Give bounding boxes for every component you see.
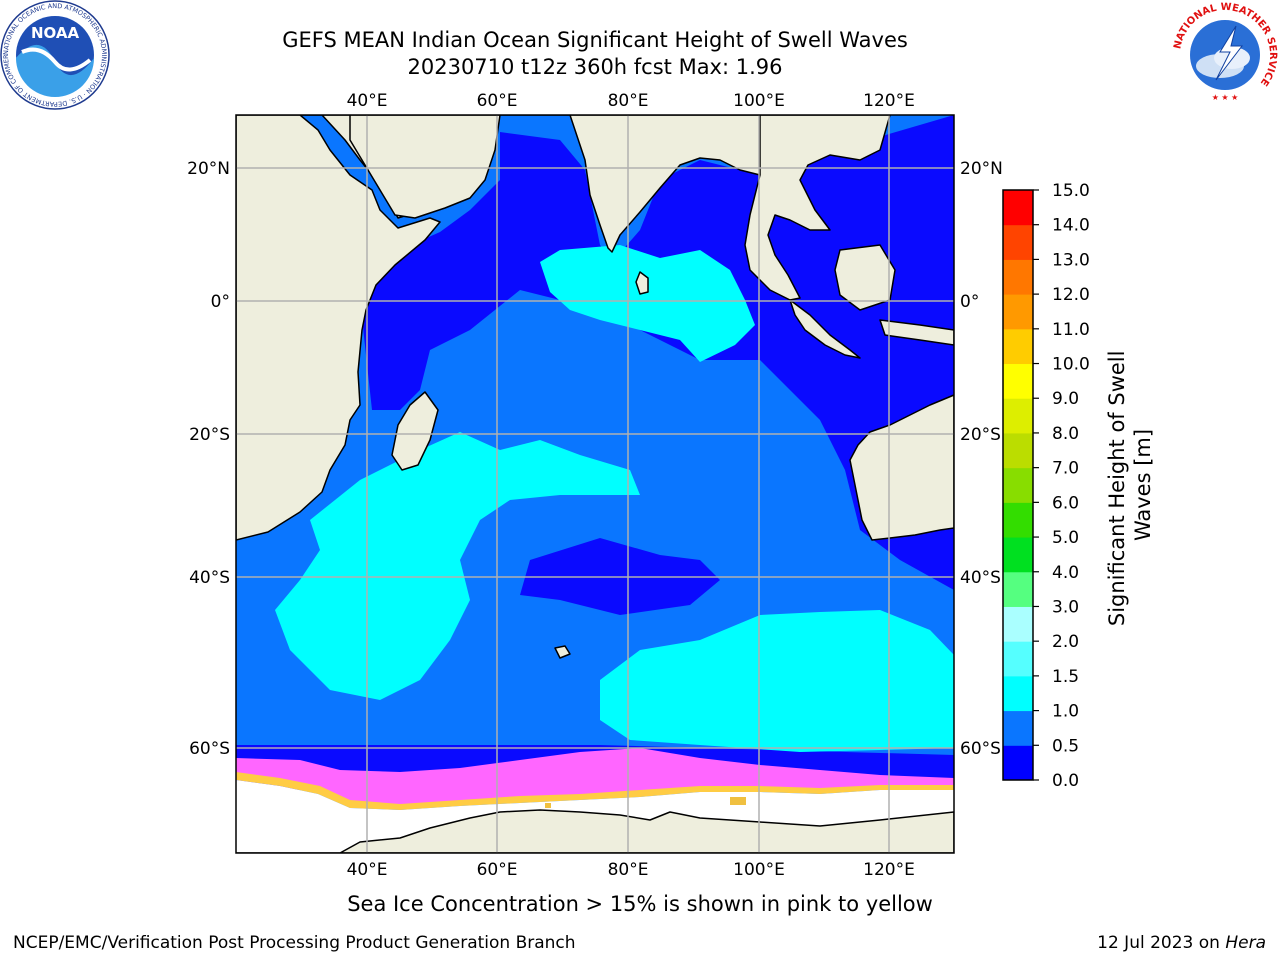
lat-label-left: 0° xyxy=(211,292,230,312)
colorbar-tick-label: 0.5 xyxy=(1052,736,1079,756)
colorbar-swatch xyxy=(1003,398,1033,434)
lat-label-right: 40°S xyxy=(960,568,1001,588)
colorbar-swatch xyxy=(1003,606,1033,642)
lat-label-left: 20°S xyxy=(189,425,230,445)
colorbar-tick-label: 13.0 xyxy=(1052,250,1090,270)
arabia-land xyxy=(349,115,501,219)
colorbar-tick-label: 9.0 xyxy=(1052,389,1079,409)
colorbar-swatch xyxy=(1003,224,1033,260)
colorbar-swatch xyxy=(1003,190,1033,226)
lon-label-top: 120°E xyxy=(863,91,915,111)
swell-cyan-southeast xyxy=(600,610,954,752)
svg-text:★ ★ ★: ★ ★ ★ xyxy=(1212,93,1239,102)
colorbar-swatch xyxy=(1003,432,1033,469)
lon-label-bottom: 100°E xyxy=(733,860,785,880)
colorbar-frame xyxy=(1002,189,1034,781)
lon-label-top: 100°E xyxy=(733,91,785,111)
colorbar-swatch xyxy=(1003,537,1033,573)
colorbar-label: Significant Height of Swell Waves [m] xyxy=(1105,344,1155,626)
colorbar-tick-label: 6.0 xyxy=(1052,493,1079,513)
colorbar-swatch xyxy=(1003,571,1033,607)
colorbar-tick-label: 10.0 xyxy=(1052,355,1090,375)
noaa-center-text: NOAA xyxy=(31,24,80,42)
nws-logo: NATIONAL WEATHER SERVICE ★ ★ ★ xyxy=(1171,1,1279,109)
colorbar-swatch xyxy=(1003,363,1033,399)
credit-text: NCEP/EMC/Verification Post Processing Pr… xyxy=(13,933,576,953)
lat-label-right: 0° xyxy=(960,292,979,312)
host-name: Hera xyxy=(1225,933,1266,953)
colorbar-swatch xyxy=(1003,294,1033,330)
sumatra-land xyxy=(789,299,861,359)
lon-label-bottom: 60°E xyxy=(477,860,518,880)
colorbar-swatch xyxy=(1003,745,1033,781)
kerguelen-island xyxy=(554,645,571,659)
lon-label-bottom: 80°E xyxy=(608,860,649,880)
map-gridlines xyxy=(236,115,954,853)
colorbar-swatch xyxy=(1003,710,1033,746)
lat-label-right: 20°S xyxy=(960,425,1001,445)
noaa-logo: NATIONAL OCEANIC AND ATMOSPHERIC ADMINIS… xyxy=(0,0,110,110)
colorbar-swatch xyxy=(1003,328,1033,365)
colorbar-tick-label: 3.0 xyxy=(1052,597,1079,617)
lat-label-left: 40°S xyxy=(189,568,230,588)
colorbar-tick-label: 12.0 xyxy=(1052,285,1090,305)
borneo-land xyxy=(834,244,896,311)
australia-land xyxy=(849,394,954,541)
colorbar-tick-label: 11.0 xyxy=(1052,320,1090,340)
colorbar-swatch xyxy=(1003,675,1033,712)
madagascar-land xyxy=(391,391,439,471)
indonesia-east-land xyxy=(879,319,954,346)
colorbar-tick-label: 15.0 xyxy=(1052,181,1090,201)
antarctica-land xyxy=(236,809,954,853)
lon-labels-bottom: 40°E 60°E 80°E 100°E 120°E xyxy=(347,860,915,880)
sea-ice-band xyxy=(236,748,954,808)
sea-ice-edge xyxy=(236,772,954,810)
colorbar-swatch xyxy=(1003,641,1033,677)
colorbar-swatch xyxy=(1003,502,1033,538)
lon-label-bottom: 40°E xyxy=(347,860,388,880)
colorbar-tick-label: 5.0 xyxy=(1052,528,1079,548)
colorbar-tick-label: 1.0 xyxy=(1052,702,1079,722)
lat-labels-left: 20°N 0° 20°S 40°S 60°S xyxy=(187,159,230,759)
map-subtitle: 20230710 t12z 360h fcst Max: 1.96 xyxy=(407,55,783,79)
lon-label-bottom: 120°E xyxy=(863,860,915,880)
lat-label-right: 60°S xyxy=(960,739,1001,759)
india-land xyxy=(499,115,761,253)
lat-labels-right: 20°N 0° 20°S 40°S 60°S xyxy=(960,159,1003,759)
colorbar-tick-label: 14.0 xyxy=(1052,216,1090,236)
colorbar-tick-label: 2.0 xyxy=(1052,632,1079,652)
lon-label-top: 80°E xyxy=(608,91,649,111)
lon-labels-top: 40°E 60°E 80°E 100°E 120°E xyxy=(347,91,915,111)
lat-label-right: 20°N xyxy=(960,159,1003,179)
lat-label-left: 60°S xyxy=(189,739,230,759)
colorbar xyxy=(1002,189,1034,781)
colorbar-tick-label: 1.5 xyxy=(1052,667,1079,687)
sea-ice-note: Sea Ice Concentration > 15% is shown in … xyxy=(347,892,933,916)
colorbar-ticks: 0.0 0.5 1.0 1.5 2.0 3.0 4.0 5.0 6.0 7.0 8.0 9.0 10.0… xyxy=(1033,181,1090,791)
colorbar-tick-label: 4.0 xyxy=(1052,563,1079,583)
lon-label-top: 40°E xyxy=(347,91,388,111)
colorbar-swatch xyxy=(1003,259,1033,295)
swell-cyan-equatorial xyxy=(540,245,755,362)
date-value: 12 Jul 2023 on xyxy=(1097,933,1220,953)
colorbar-tick-label: 0.0 xyxy=(1052,771,1079,791)
sri-lanka-land xyxy=(635,271,649,295)
map-title: GEFS MEAN Indian Ocean Significant Heigh… xyxy=(282,28,908,52)
colorbar-swatch xyxy=(1003,467,1033,503)
colorbar-tick-label: 8.0 xyxy=(1052,424,1079,444)
map-frame xyxy=(235,114,955,854)
lon-label-top: 60°E xyxy=(477,91,518,111)
lat-label-left: 20°N xyxy=(187,159,230,179)
southeast-asia-land xyxy=(744,115,891,301)
date-text: 12 Jul 2023 on Hera xyxy=(1097,933,1266,953)
map-field xyxy=(236,115,954,853)
colorbar-tick-label: 7.0 xyxy=(1052,459,1079,479)
